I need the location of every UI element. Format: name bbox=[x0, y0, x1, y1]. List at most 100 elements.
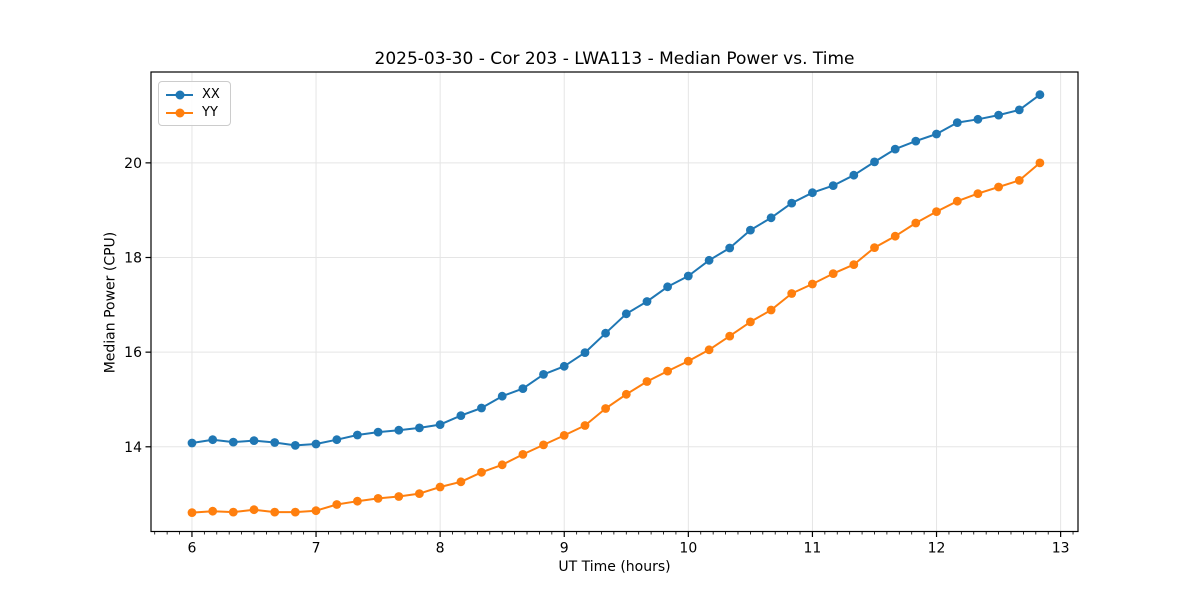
series-marker-YY bbox=[642, 377, 652, 386]
series-marker-YY bbox=[932, 207, 941, 217]
series-marker-XX bbox=[497, 391, 507, 401]
series-marker-XX bbox=[621, 309, 631, 319]
series-marker-YY bbox=[477, 467, 486, 477]
y-axis-label: Median Power (CPU) bbox=[102, 231, 119, 374]
series-marker-XX bbox=[415, 423, 424, 433]
series-marker-XX bbox=[952, 118, 962, 127]
series-marker-YY bbox=[787, 289, 797, 298]
y-tick-label: 16 bbox=[124, 345, 142, 361]
series-marker-YY bbox=[228, 507, 238, 517]
series-marker-YY bbox=[373, 494, 383, 503]
series-marker-YY bbox=[994, 182, 1003, 192]
series-marker-XX bbox=[580, 348, 590, 357]
series-marker-YY bbox=[746, 317, 755, 327]
series-marker-XX bbox=[311, 439, 321, 449]
series-marker-YY bbox=[394, 492, 404, 501]
x-tick-label: 13 bbox=[1052, 541, 1070, 557]
series-marker-XX bbox=[704, 255, 714, 265]
series-line-YY bbox=[191, 161, 1041, 514]
y-tick-label: 14 bbox=[124, 440, 142, 456]
x-tick-label: 7 bbox=[312, 541, 321, 557]
y-tick-label: 18 bbox=[124, 251, 142, 267]
series-marker-XX bbox=[870, 157, 879, 167]
series-marker-XX bbox=[270, 438, 280, 447]
series-marker-YY bbox=[208, 506, 218, 516]
plot-border bbox=[150, 71, 1079, 533]
series-marker-YY bbox=[353, 496, 362, 506]
series-marker-YY bbox=[415, 489, 424, 498]
series-marker-YY bbox=[683, 356, 693, 366]
legend-item-XX: XX bbox=[166, 86, 220, 103]
series-marker-XX bbox=[808, 188, 817, 198]
legend-label: XX bbox=[202, 87, 220, 102]
series-marker-YY bbox=[497, 460, 507, 470]
series-marker-YY bbox=[311, 506, 321, 516]
series-marker-XX bbox=[373, 427, 383, 437]
series-marker-XX bbox=[187, 438, 197, 448]
series-marker-YY bbox=[973, 189, 983, 199]
series-marker-XX bbox=[435, 420, 445, 429]
series-marker-YY bbox=[766, 305, 776, 315]
series-marker-XX bbox=[932, 129, 941, 139]
series-marker-XX bbox=[890, 144, 900, 154]
series-marker-YY bbox=[828, 269, 838, 278]
series-marker-XX bbox=[766, 213, 776, 223]
x-tick-label: 9 bbox=[560, 541, 569, 557]
series-marker-YY bbox=[187, 508, 197, 517]
legend-marker-dot-icon bbox=[175, 90, 184, 99]
series-marker-XX bbox=[477, 403, 486, 413]
series-marker-XX bbox=[683, 271, 693, 281]
series-marker-XX bbox=[249, 436, 259, 445]
series-marker-XX bbox=[539, 370, 548, 379]
series-marker-YY bbox=[849, 260, 859, 269]
legend-line-marker-icon bbox=[166, 90, 193, 99]
series-marker-YY bbox=[290, 507, 300, 517]
series-marker-YY bbox=[539, 440, 548, 450]
series-marker-YY bbox=[911, 218, 921, 228]
x-tick-label: 10 bbox=[679, 541, 697, 557]
series-marker-XX bbox=[332, 435, 342, 445]
legend-line-marker-icon bbox=[166, 108, 193, 117]
series-marker-YY bbox=[270, 507, 280, 517]
series-marker-YY bbox=[601, 404, 610, 413]
series-marker-XX bbox=[725, 243, 735, 253]
series-marker-YY bbox=[435, 482, 445, 492]
series-marker-YY bbox=[559, 431, 569, 440]
series-marker-XX bbox=[746, 225, 755, 235]
series-marker-XX bbox=[394, 425, 404, 435]
x-tick-label: 11 bbox=[804, 541, 822, 557]
legend-label: YY bbox=[202, 105, 218, 120]
series-marker-XX bbox=[787, 198, 797, 208]
series-marker-XX bbox=[828, 181, 838, 191]
series-marker-XX bbox=[228, 437, 238, 447]
series-marker-XX bbox=[456, 411, 466, 420]
x-axis-label: UT Time (hours) bbox=[558, 559, 671, 575]
series-marker-YY bbox=[704, 345, 714, 355]
legend-marker-dot-icon bbox=[175, 108, 184, 117]
series-marker-YY bbox=[890, 231, 900, 241]
series-marker-YY bbox=[808, 279, 817, 289]
series-marker-XX bbox=[601, 328, 610, 338]
series-marker-XX bbox=[518, 384, 528, 393]
series-marker-YY bbox=[1035, 158, 1045, 168]
series-marker-XX bbox=[911, 136, 921, 146]
series-marker-YY bbox=[952, 196, 962, 206]
series-marker-XX bbox=[208, 435, 218, 445]
series-marker-YY bbox=[1014, 176, 1024, 185]
series-line-XX bbox=[191, 93, 1041, 447]
series-marker-XX bbox=[663, 282, 672, 292]
series-marker-XX bbox=[1035, 90, 1045, 100]
series-marker-XX bbox=[290, 441, 300, 450]
series-marker-XX bbox=[849, 170, 859, 180]
series-marker-XX bbox=[973, 114, 983, 124]
series-marker-YY bbox=[870, 243, 879, 253]
series-marker-YY bbox=[332, 500, 342, 509]
series-marker-XX bbox=[642, 297, 652, 306]
series-marker-YY bbox=[580, 421, 590, 430]
legend-item-YY: YY bbox=[166, 104, 220, 121]
x-tick-label: 12 bbox=[928, 541, 946, 557]
series-marker-YY bbox=[663, 366, 672, 376]
x-tick-label: 6 bbox=[187, 541, 196, 557]
